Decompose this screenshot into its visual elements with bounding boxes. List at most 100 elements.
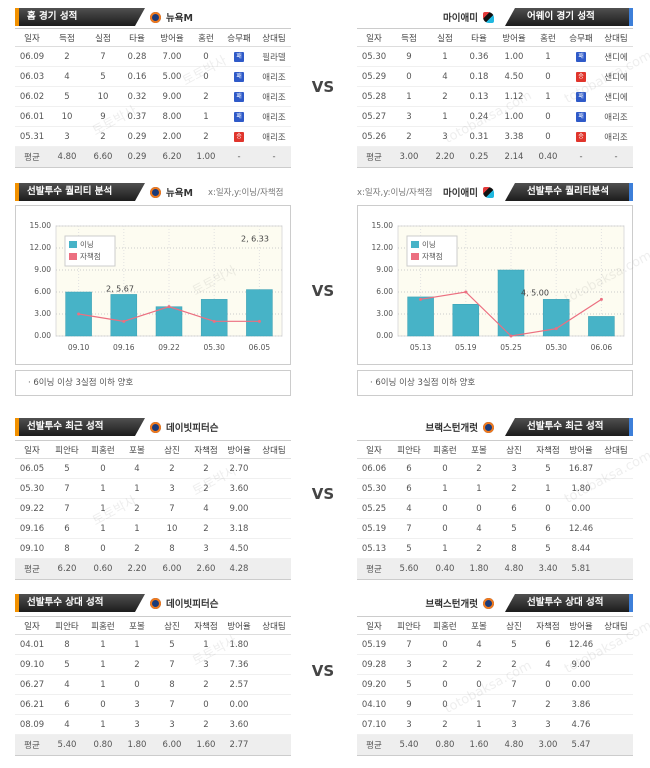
cell: 1 <box>191 634 221 655</box>
column-header: 포볼 <box>121 616 153 635</box>
cell: 05.19 <box>357 518 391 539</box>
data-row: 06.27 4 1 0 8 2 2.57 <box>15 674 291 695</box>
data-row: 06.03 4 5 0.16 5.00 0 패 애리조 <box>15 66 291 87</box>
header-row: 일자 피안타 피홈런 포볼 삼진 자책점 방어율 상대팀 <box>357 440 633 459</box>
x-tick-label: 06.06 <box>591 343 613 352</box>
cell: - <box>221 146 257 168</box>
result-icon: 승 <box>576 132 586 142</box>
data-row: 09.20 5 0 0 7 0 0.00 <box>357 674 633 695</box>
cell: 5 <box>495 634 533 655</box>
cell: 1 <box>85 498 121 519</box>
cell: 애리조 <box>257 66 291 87</box>
line-point <box>509 334 513 338</box>
cell: 04.01 <box>15 634 49 655</box>
footnote: · 6이닝 이상 3실점 이하 양호 <box>15 370 291 396</box>
cell <box>257 458 291 479</box>
cell: 2.00 <box>153 126 191 147</box>
result-icon: 패 <box>576 92 586 102</box>
data-row: 05.30 6 1 1 2 1 1.80 <box>357 478 633 499</box>
cell: 3 <box>121 714 153 735</box>
panel-header: x:일자,y:이닝/자책점 마이애미 선발투수 퀄리티분석 <box>357 183 633 201</box>
result-icon: 승 <box>576 72 586 82</box>
x-tick-label: 05.30 <box>203 343 225 352</box>
team-logo <box>483 186 494 198</box>
cell: 3 <box>153 714 191 735</box>
cell: 2.20 <box>427 146 463 168</box>
data-row: 09.10 5 1 2 7 3 7.36 <box>15 654 291 675</box>
stats-table: 일자 피안타 피홈런 포볼 삼진 자책점 방어율 상대팀 04.01 8 1 1 5 1 1.80 09.10… <box>15 616 291 756</box>
cell: 2 <box>495 478 533 499</box>
header-row: 일자 득점 실점 타율 방어율 홈런 승무패 상대팀 <box>15 28 291 47</box>
cell: 평균 <box>15 146 49 168</box>
column-header: 자책점 <box>533 440 563 459</box>
cell: 1.80 <box>221 634 257 655</box>
cell: 6 <box>391 478 427 499</box>
cell: 1 <box>533 86 563 107</box>
cell: 8 <box>49 538 85 559</box>
cell: 2.77 <box>221 734 257 756</box>
column-header: 일자 <box>15 440 49 459</box>
cell: 6 <box>533 518 563 539</box>
cell: 2 <box>191 518 221 539</box>
cell: 9 <box>391 694 427 715</box>
cell: 7 <box>49 478 85 499</box>
panel-header: 선발투수 퀄리티 분석 뉴욕M x:일자,y:이닝/자책점 <box>15 183 291 201</box>
cell: 0 <box>463 674 495 695</box>
column-header: 일자 <box>15 616 49 635</box>
cell: 3.00 <box>533 734 563 756</box>
legend-swatch <box>69 253 77 260</box>
cell: 4.50 <box>495 66 533 87</box>
data-row: 04.01 8 1 1 5 1 1.80 <box>15 634 291 655</box>
column-header: 피안타 <box>49 440 85 459</box>
cell <box>257 714 291 735</box>
cell: 5.40 <box>49 734 85 756</box>
cell: 7 <box>153 654 191 675</box>
cell: 2 <box>191 478 221 499</box>
panel-header: 홈 경기 성적 뉴욕M <box>15 8 291 26</box>
axis-note: x:일자,y:이닝/자책점 <box>207 188 284 198</box>
cell: 평균 <box>357 734 391 756</box>
cell: 3 <box>533 714 563 735</box>
cell: 5.47 <box>563 734 599 756</box>
cell: 05.13 <box>357 538 391 559</box>
team-logo <box>483 11 494 23</box>
section-tab: 선발투수 상대 성적 <box>15 594 145 612</box>
cell: 1 <box>427 46 463 67</box>
cell: 1 <box>85 674 121 695</box>
cell: 09.28 <box>357 654 391 675</box>
bar <box>110 294 138 337</box>
data-row: 06.05 5 0 4 2 2 2.70 <box>15 458 291 479</box>
data-row: 05.19 7 0 4 5 6 12.46 <box>357 518 633 539</box>
cell <box>599 518 633 539</box>
cell: 3 <box>191 538 221 559</box>
cell: 2 <box>49 46 85 67</box>
average-row: 평균 4.80 6.60 0.29 6.20 1.00- - <box>15 146 291 168</box>
cell: 1.00 <box>495 46 533 67</box>
cell: 0 <box>391 66 427 87</box>
data-row: 06.21 6 0 3 7 0 0.00 <box>15 694 291 715</box>
column-header: 상대팀 <box>257 616 291 635</box>
cell: 06.01 <box>15 106 49 127</box>
result-icon: 패 <box>234 52 244 62</box>
vs-label: VS <box>311 78 335 96</box>
y-tick-label: 6.00 <box>376 287 393 296</box>
cell: 5.40 <box>391 734 427 756</box>
legend-label: 이닝 <box>80 239 94 249</box>
cell: 승 <box>221 126 257 147</box>
cell: 2 <box>427 654 463 675</box>
cell: 패 <box>563 46 599 67</box>
column-header: 일자 <box>357 28 391 47</box>
section-tab: 어웨이 경기 성적 <box>505 8 633 26</box>
cell: 5 <box>49 458 85 479</box>
cell: 3 <box>49 126 85 147</box>
header-row: 일자 피안타 피홈런 포볼 삼진 자책점 방어율 상대팀 <box>15 440 291 459</box>
annotation: 4, 5.00 <box>521 289 549 298</box>
cell: 0 <box>427 674 463 695</box>
cell: - <box>599 146 633 168</box>
cell <box>257 654 291 675</box>
cell: - <box>563 146 599 168</box>
cell: 2.20 <box>121 558 153 580</box>
y-tick-label: 12.00 <box>30 243 52 252</box>
chart: 0.00 3.00 6.00 9.00 12.00 15.00 09.10 09.16 09.2… <box>30 221 283 352</box>
cell: 7 <box>391 634 427 655</box>
